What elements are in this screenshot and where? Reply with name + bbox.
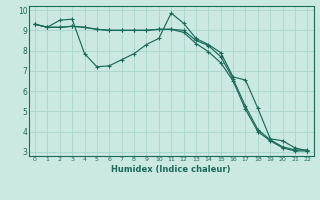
X-axis label: Humidex (Indice chaleur): Humidex (Indice chaleur) [111, 165, 231, 174]
